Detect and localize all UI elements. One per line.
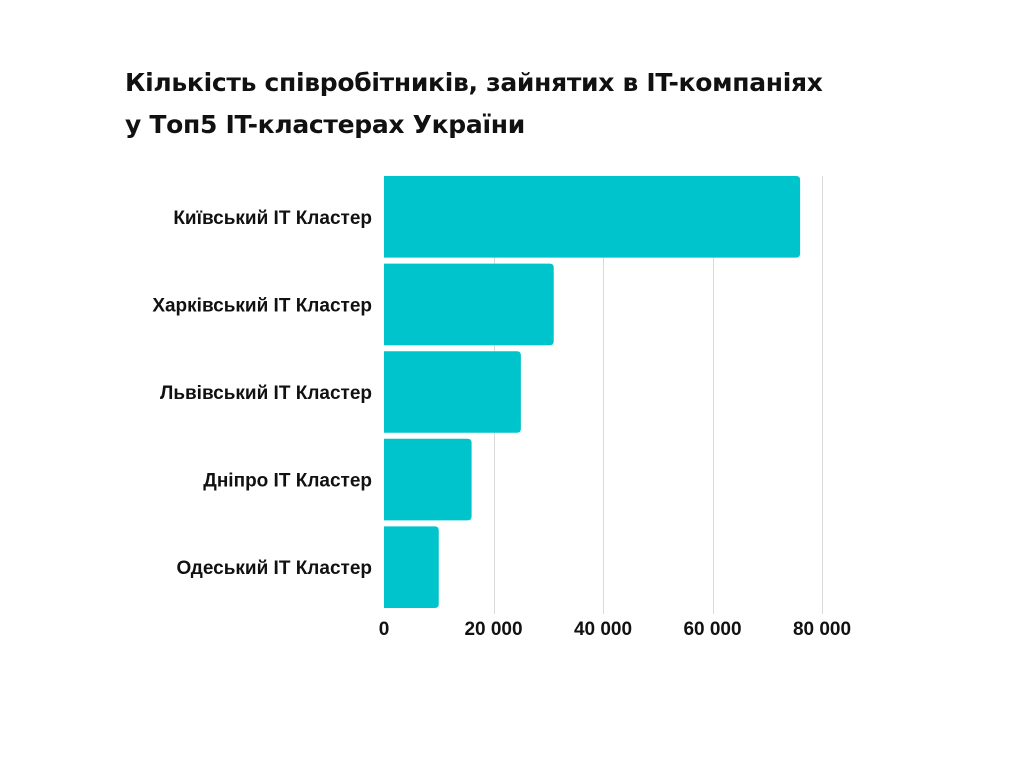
bar — [384, 438, 472, 521]
x-tick-label: 20 000 — [464, 619, 522, 640]
x-tick-labels: 0 20 000 40 000 60 000 80 000 — [379, 619, 851, 640]
chart-title-line-1: Кількість співробітників, зайнятих в IT-… — [125, 68, 823, 97]
category-label: Київський IT Кластер — [173, 208, 372, 229]
bar — [384, 263, 554, 346]
bar — [384, 526, 439, 608]
bar — [384, 351, 521, 433]
x-tick-label: 0 — [379, 619, 390, 640]
chart-title-line-2: у Топ5 IT-кластерах України — [125, 110, 525, 139]
x-tick-label: 40 000 — [574, 619, 632, 640]
category-label: Харківський IT Кластер — [152, 295, 372, 316]
category-labels: Київський IT Кластер Харківський IT Класт… — [152, 208, 372, 579]
category-label: Одеський IT Кластер — [176, 558, 372, 579]
x-tick-label: 60 000 — [683, 619, 741, 640]
chart-title: Кількість співробітників, зайнятих в IT-… — [125, 62, 905, 146]
category-label: Львівський IT Кластер — [160, 383, 372, 404]
x-tick-label: 80 000 — [793, 619, 851, 640]
category-label: Дніпро IT Кластер — [203, 471, 372, 492]
bars — [384, 176, 801, 608]
bar — [384, 176, 801, 258]
